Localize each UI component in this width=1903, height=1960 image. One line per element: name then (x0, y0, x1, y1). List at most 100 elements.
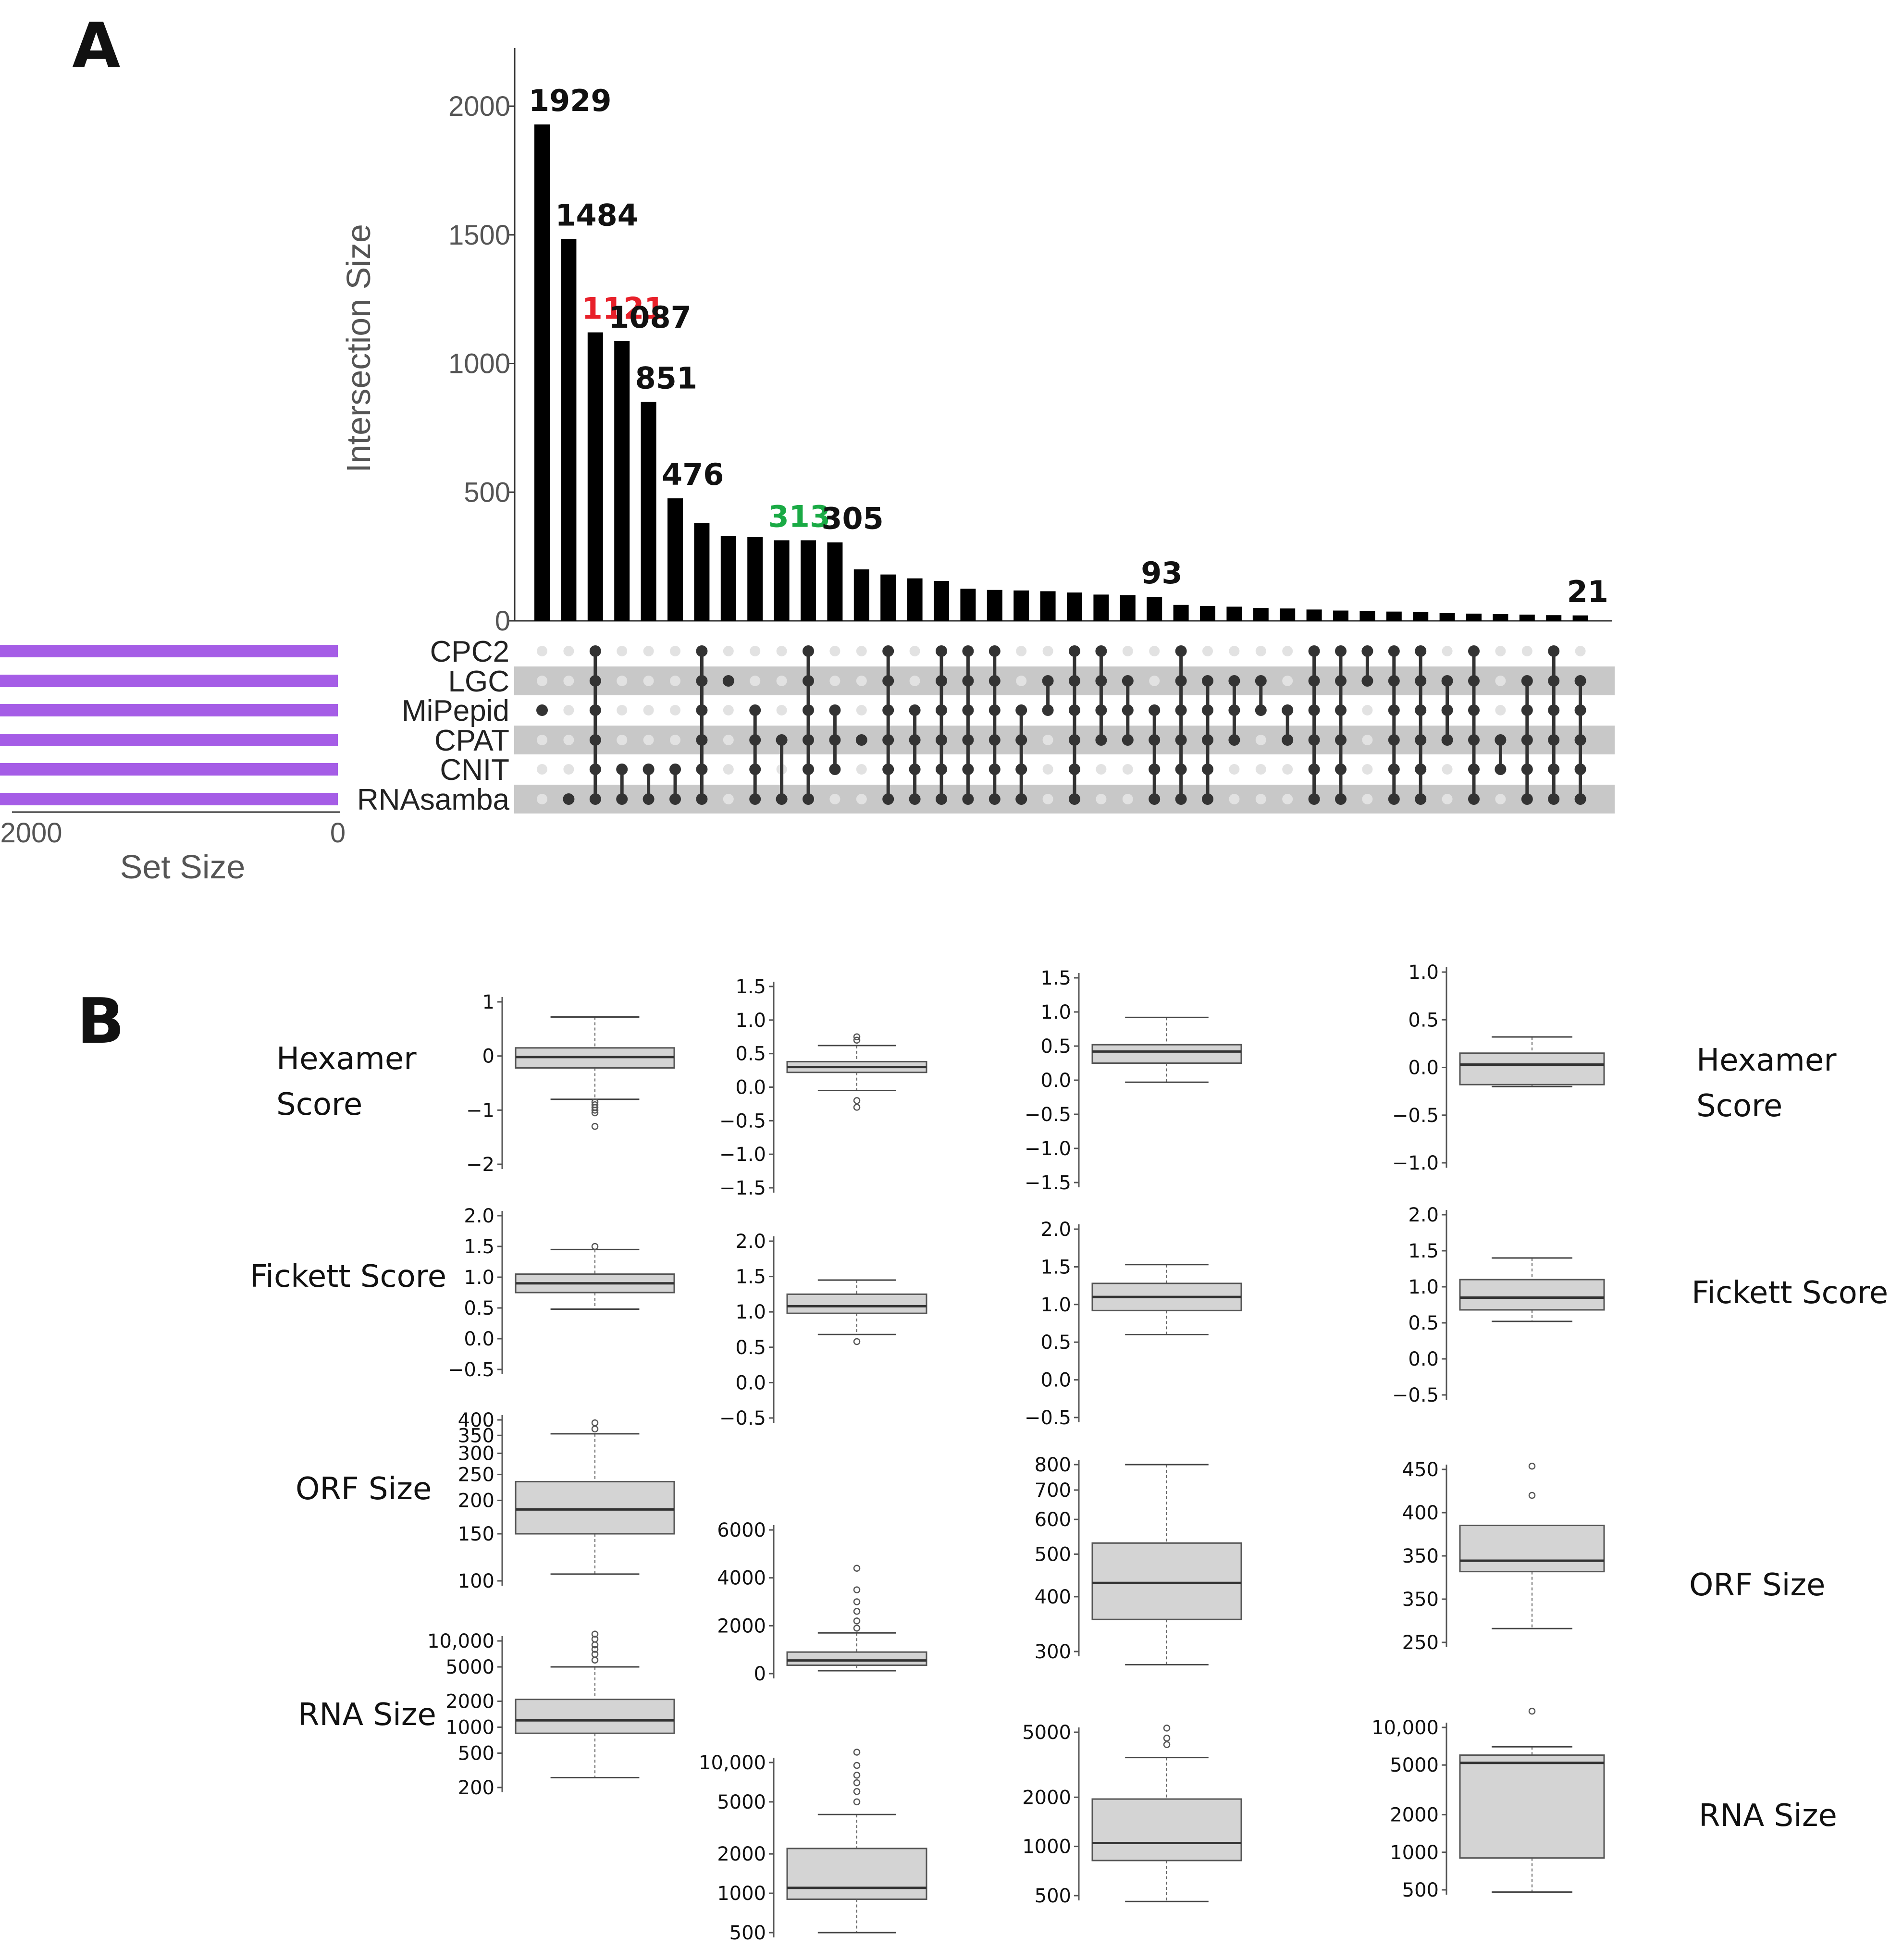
box-y-tick-label: 0.5 (735, 1337, 766, 1359)
matrix-dot-filled (1415, 704, 1427, 716)
box-y-tick-label: −1.0 (1392, 1152, 1439, 1174)
matrix-dot-filled (1574, 793, 1586, 805)
matrix-dot-filled (696, 764, 708, 775)
matrix-dot-filled (962, 704, 974, 716)
panel-label-b: B (77, 985, 124, 1058)
matrix-dot-filled (1069, 764, 1080, 775)
matrix-dot-filled (776, 793, 788, 805)
boxplot-panel: 6000 4000 2000 0 (717, 1519, 927, 1685)
matrix-dot-filled (1095, 645, 1107, 657)
matrix-dot-filled (962, 764, 974, 775)
bar-value-label: 476 (662, 457, 724, 492)
box-y-tick-label: 200 (458, 1777, 494, 1799)
intersection-bar (1013, 590, 1029, 621)
matrix-dot-filled (1175, 793, 1187, 805)
bar-value-label: 305 (821, 501, 883, 536)
matrix-dot-empty (1229, 646, 1240, 656)
matrix-dot-filled (803, 734, 814, 746)
matrix-dot-filled (643, 793, 655, 805)
matrix-dot-empty (1495, 646, 1506, 656)
intersection-bar (1386, 611, 1402, 621)
bar-value-label: 1087 (608, 300, 692, 335)
intersection-bar (1200, 605, 1215, 621)
intersection-bar (1359, 611, 1375, 621)
matrix-dot-filled (1361, 675, 1373, 687)
bar-value-label: 1121 (582, 291, 665, 326)
boxplot-panel: 2.0 1.5 1.0 0.5 0.0 −0.5 (719, 1231, 927, 1430)
matrix-dot-filled (1548, 704, 1560, 716)
matrix-dot-filled (643, 764, 655, 775)
row-label-left: Hexamer (276, 1041, 417, 1077)
matrix-dot-filled (1574, 764, 1586, 775)
set-name-label: CPC2 (430, 635, 509, 668)
intersection-bar (1173, 604, 1189, 621)
intersection-bar (1147, 597, 1162, 621)
matrix-dot-empty (1149, 676, 1160, 686)
row-label-left: Score (276, 1087, 362, 1122)
boxplot-grid: 1 0 −1 −2 1.5 1.0 0.5 0.0 −0.5 −1.0 −1.5 1.5 1.0 0.5 0… (250, 962, 1888, 1944)
matrix-dot-filled (855, 734, 867, 746)
box-y-tick-label: −0.5 (719, 1407, 766, 1430)
y-tick-label: 1000 (448, 348, 510, 380)
matrix-dot-empty (1495, 794, 1506, 804)
box-outlier (853, 1608, 861, 1615)
matrix-dot-empty (1362, 764, 1373, 775)
matrix-dot-empty (537, 646, 547, 656)
matrix-dot-empty (909, 646, 920, 656)
matrix-dot-empty (670, 735, 680, 745)
box-y-tick-label: 0.0 (1040, 1369, 1071, 1392)
box-y-tick-label: 5000 (1390, 1754, 1439, 1776)
box-y-tick-label: 0.0 (735, 1372, 766, 1394)
matrix-dot-filled (1548, 764, 1560, 775)
box-outlier (591, 1419, 599, 1427)
matrix-dot-filled (936, 764, 947, 775)
bar-value-label: 313 (768, 499, 830, 534)
matrix-dot-filled (1175, 704, 1187, 716)
row-label-left: ORF Size (296, 1471, 432, 1507)
intersection-bar (561, 239, 577, 621)
matrix-dot-filled (1335, 704, 1347, 716)
box-y-tick-label: 150 (458, 1523, 494, 1545)
matrix-dot-empty (750, 646, 761, 656)
matrix-dot-empty (1282, 794, 1293, 804)
matrix-dot-filled (536, 704, 548, 716)
box-y-tick-label: 800 (1035, 1454, 1071, 1476)
matrix-dot-filled (1308, 734, 1320, 746)
box-outlier (1528, 1462, 1536, 1470)
box-outlier (853, 1565, 861, 1572)
intersection-bar (1120, 595, 1136, 621)
matrix-dot-filled (1308, 793, 1320, 805)
matrix-dot-filled (1574, 675, 1586, 687)
box-y-tick-label: 250 (1402, 1632, 1439, 1654)
matrix-dot-empty (1495, 676, 1506, 686)
box-outlier (591, 1630, 599, 1638)
box-iqr (515, 1699, 675, 1734)
box-y-tick-label: 1.0 (1040, 1001, 1071, 1023)
matrix-dot-filled (1015, 793, 1027, 805)
matrix-dot-filled (936, 645, 947, 657)
intersection-bar (1572, 615, 1588, 621)
box-outlier (1163, 1735, 1171, 1742)
box-y-tick-label: 1.0 (735, 1301, 766, 1323)
matrix-dot-filled (829, 764, 841, 775)
set-name-label: CNIT (440, 753, 509, 787)
box-y-tick-label: −0.5 (448, 1359, 494, 1381)
matrix-dot-filled (936, 793, 947, 805)
matrix-dot-filled (1388, 764, 1400, 775)
box-outlier (853, 1772, 861, 1779)
upset-plot: 0 500 1000 1500 2000 Intersection Size 1929 148… (0, 48, 1615, 886)
matrix-dot-filled (1415, 793, 1427, 805)
box-y-tick-label: 2000 (1022, 1787, 1071, 1809)
box-y-tick-label: 10,000 (1372, 1717, 1439, 1739)
box-y-tick-label: 1.5 (1040, 967, 1071, 989)
matrix-dot-empty (670, 676, 680, 686)
matrix-dot-empty (776, 705, 787, 715)
matrix-dot-empty (1255, 764, 1266, 775)
box-y-tick-label: 600 (1035, 1509, 1071, 1531)
matrix-dot-filled (1335, 764, 1347, 775)
matrix-dot-empty (1042, 794, 1053, 804)
boxplot-panel: 1.0 0.5 0.0 −0.5 −1.0 (1392, 962, 1605, 1174)
matrix-dot-filled (803, 704, 814, 716)
matrix-dot-filled (1069, 704, 1080, 716)
matrix-dot-filled (1521, 764, 1533, 775)
